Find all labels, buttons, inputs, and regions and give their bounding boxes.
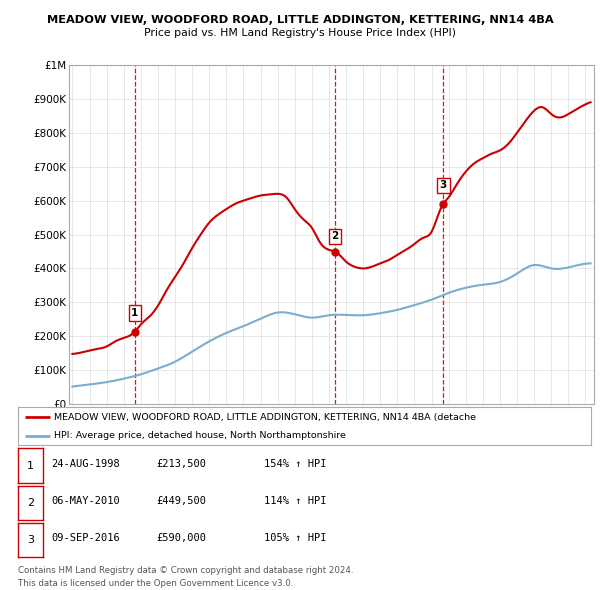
- Text: MEADOW VIEW, WOODFORD ROAD, LITTLE ADDINGTON, KETTERING, NN14 4BA: MEADOW VIEW, WOODFORD ROAD, LITTLE ADDIN…: [47, 15, 553, 25]
- Text: 24-AUG-1998: 24-AUG-1998: [51, 459, 120, 468]
- Text: HPI: Average price, detached house, North Northamptonshire: HPI: Average price, detached house, Nort…: [53, 431, 346, 440]
- Text: £449,500: £449,500: [156, 496, 206, 506]
- Text: 1: 1: [27, 461, 34, 470]
- Text: 2: 2: [331, 231, 338, 241]
- Text: 2: 2: [27, 498, 34, 507]
- Text: 06-MAY-2010: 06-MAY-2010: [51, 496, 120, 506]
- Text: £590,000: £590,000: [156, 533, 206, 543]
- Text: MEADOW VIEW, WOODFORD ROAD, LITTLE ADDINGTON, KETTERING, NN14 4BA (detache: MEADOW VIEW, WOODFORD ROAD, LITTLE ADDIN…: [53, 413, 476, 422]
- Text: This data is licensed under the Open Government Licence v3.0.: This data is licensed under the Open Gov…: [18, 579, 293, 588]
- Text: Contains HM Land Registry data © Crown copyright and database right 2024.: Contains HM Land Registry data © Crown c…: [18, 566, 353, 575]
- Text: 105% ↑ HPI: 105% ↑ HPI: [264, 533, 326, 543]
- Text: Price paid vs. HM Land Registry's House Price Index (HPI): Price paid vs. HM Land Registry's House …: [144, 28, 456, 38]
- Text: 3: 3: [440, 181, 447, 191]
- Text: 3: 3: [27, 535, 34, 545]
- Text: £213,500: £213,500: [156, 459, 206, 468]
- Text: 114% ↑ HPI: 114% ↑ HPI: [264, 496, 326, 506]
- Text: 09-SEP-2016: 09-SEP-2016: [51, 533, 120, 543]
- Text: 154% ↑ HPI: 154% ↑ HPI: [264, 459, 326, 468]
- Text: 1: 1: [131, 308, 139, 318]
